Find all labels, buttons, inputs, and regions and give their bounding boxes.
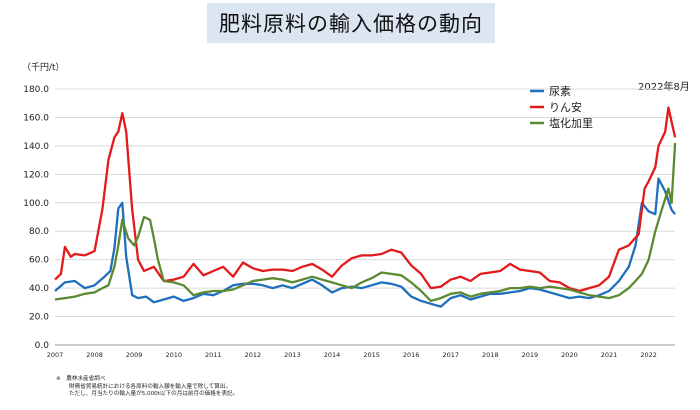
x-tick-label: 2020: [561, 351, 578, 359]
legend-label: りん安: [549, 100, 582, 114]
x-tick-label: 2007: [47, 351, 64, 359]
x-tick-label: 2014: [324, 351, 341, 359]
series-line: [54, 106, 677, 293]
y-tick-label: 0.0: [35, 341, 50, 351]
y-tick-label: 160.0: [23, 113, 49, 123]
y-tick-label: 40.0: [29, 284, 49, 294]
chart-title: 肥料原料の輸入価格の動向: [207, 3, 495, 43]
series-line: [54, 177, 676, 308]
y-tick-label: 140.0: [23, 142, 49, 152]
latest-date-annotation: 2022年8月: [638, 80, 690, 93]
x-tick-label: 2012: [245, 351, 262, 359]
x-tick-label: 2009: [126, 351, 143, 359]
x-tick-label: 2016: [403, 351, 420, 359]
source-note-line: ただし、月当たりの輸入量が5,000t以下の月は前月の価格を表記。: [69, 391, 239, 397]
x-tick-label: 2019: [522, 351, 539, 359]
x-tick-label: 2008: [86, 351, 103, 359]
source-notes: ※ 農林水産省調べ 財務省貿易統計における各原料の輸入額を輸入量で除して算出。 …: [56, 376, 238, 399]
x-tick-label: 2017: [442, 351, 459, 359]
series-lines: [54, 106, 677, 308]
x-tick-label: 2021: [601, 351, 618, 359]
y-tick-label: 60.0: [29, 256, 49, 266]
x-tick-label: 2010: [165, 351, 182, 359]
chart-title-text: 肥料原料の輸入価格の動向: [219, 12, 483, 36]
y-tick-label: 180.0: [23, 85, 49, 95]
x-axis-ticks: 2007 2008 2009 2010 2011 2012 2013 2014 2015 2016…: [47, 351, 657, 359]
source-note-line: 財務省貿易統計における各原料の輸入額を輸入量で除して算出。: [69, 383, 232, 390]
y-axis-ticks: 0.0 20.0 40.0 60.0 80.0 100.0 120.0 140.0 160.0 1…: [23, 85, 49, 351]
x-tick-label: 2018: [482, 351, 499, 359]
series-line: [54, 142, 677, 303]
x-tick-label: 2022: [640, 351, 657, 359]
legend-label: 塩化加里: [549, 116, 593, 130]
y-tick-label: 100.0: [23, 199, 49, 209]
x-tick-label: 2011: [205, 351, 222, 359]
y-tick-label: 80.0: [29, 227, 49, 237]
y-tick-label: 20.0: [29, 313, 49, 323]
legend-label: 尿素: [549, 85, 571, 98]
x-tick-label: 2013: [284, 351, 301, 359]
y-tick-label: 120.0: [23, 170, 49, 180]
y-axis-unit-label: （千円/t）: [22, 62, 65, 73]
x-tick-label: 2015: [363, 351, 380, 359]
source-note-line: ※ 農林水産省調べ: [56, 376, 106, 382]
